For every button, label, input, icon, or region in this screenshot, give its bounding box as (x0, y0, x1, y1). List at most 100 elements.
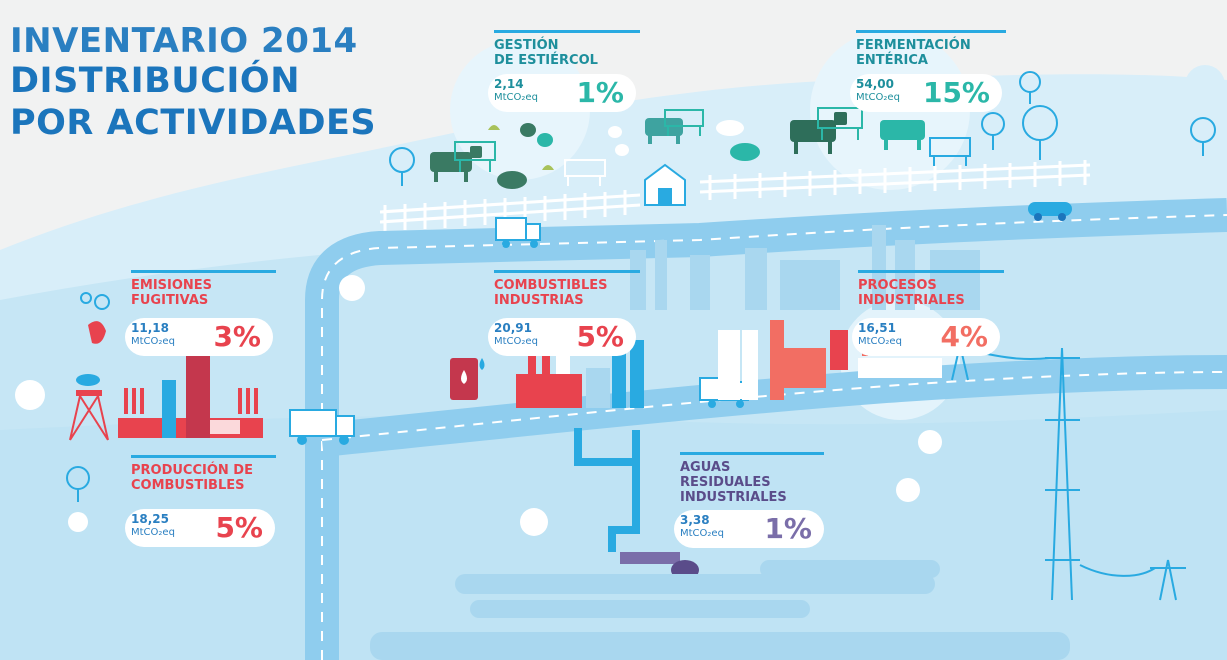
card-heading: COMBUSTIBLES INDUSTRIAS (494, 278, 608, 308)
card-combustibles-industrias: COMBUSTIBLES INDUSTRIAS 20,91 MtCO₂eq 5% (488, 270, 640, 356)
emission-value: 2,14 (494, 77, 524, 91)
card-heading: PRODUCCIÓN DE COMBUSTIBLES (131, 463, 253, 493)
emission-unit: MtCO₂eq (858, 336, 902, 347)
heading-line-2: FUGITIVAS (131, 293, 209, 308)
cow-icon-5 (790, 112, 847, 154)
tree-icon-5 (1185, 65, 1225, 105)
card-rule (131, 455, 276, 458)
value-pill: 20,91 MtCO₂eq 5% (488, 318, 636, 356)
factory-silhouettes (630, 225, 980, 310)
heading-line-3: INDUSTRIALES (680, 490, 787, 505)
card-heading: AGUAS RESIDUALES INDUSTRIALES (680, 460, 787, 505)
card-heading: GESTIÓN DE ESTIÉRCOL (494, 38, 598, 68)
truck-icon-1 (495, 217, 541, 248)
card-rule (131, 270, 276, 273)
heading-line-1: COMBUSTIBLES (494, 278, 608, 293)
heading-line-1: PROCESOS (858, 278, 937, 293)
share-percent: 4% (940, 320, 988, 353)
car-icon (1028, 202, 1072, 221)
heading-line-1: GESTIÓN (494, 38, 559, 53)
cow-icon-9 (564, 159, 606, 186)
tree-icon-13 (896, 478, 920, 502)
cow-icon-8 (929, 137, 971, 166)
tree-icon-1 (389, 147, 415, 186)
tree-icon-4 (981, 112, 1005, 150)
heading-line-2: ENTÉRICA (856, 53, 928, 68)
card-rule (494, 30, 640, 33)
tree-icon-7 (339, 275, 365, 301)
manure-icon-1 (488, 125, 500, 130)
cow-icon-7 (880, 120, 925, 150)
emission-unit: MtCO₂eq (494, 92, 538, 103)
pig-icon-1 (497, 171, 527, 189)
card-fermentacion-enterica: FERMENTACIÓN ENTÉRICA 54,00 MtCO₂eq 15% (850, 30, 1006, 112)
card-heading: FERMENTACIÓN ENTÉRICA (856, 38, 971, 68)
heading-line-1: AGUAS (680, 460, 731, 475)
chicken-icon-4 (615, 144, 629, 156)
emission-unit: MtCO₂eq (131, 336, 175, 347)
oil-derrick-icon (69, 374, 109, 441)
tree-icon-9 (66, 466, 90, 502)
card-heading: PROCESOS INDUSTRIALES (858, 278, 965, 308)
tree-icon-6 (1190, 117, 1216, 156)
tree-icon-11 (520, 508, 548, 536)
emission-value: 3,38 (680, 513, 710, 527)
share-percent: 5% (576, 320, 624, 353)
cow-icon-4 (664, 109, 704, 136)
card-rule (494, 270, 640, 273)
share-percent: 1% (764, 512, 812, 545)
cow-icon-2 (454, 141, 496, 172)
heading-line-2: INDUSTRIAS (494, 293, 584, 308)
fence-right (699, 160, 1091, 200)
card-emisiones-fugitivas: EMISIONES FUGITIVAS 11,18 MtCO₂eq 3% (125, 270, 276, 356)
chicken-icon-1 (520, 123, 536, 137)
emission-value: 16,51 (858, 321, 896, 335)
tree-icon-12 (918, 430, 942, 454)
emission-value: 18,25 (131, 512, 169, 526)
water-body (370, 560, 1070, 660)
card-aguas-residuales: AGUAS RESIDUALES INDUSTRIALES 3,38 MtCO₂… (674, 452, 824, 552)
tanker-truck-icon (289, 409, 355, 445)
cow-icon-6 (817, 107, 863, 140)
heading-line-2: INDUSTRIALES (858, 293, 965, 308)
value-pill: 18,25 MtCO₂eq 5% (125, 509, 275, 547)
pig-icon-3 (730, 143, 760, 161)
heading-line-1: PRODUCCIÓN DE (131, 463, 253, 478)
cement-plant-icon (718, 320, 942, 400)
water-pipes (574, 428, 640, 552)
barn-icon (644, 163, 686, 206)
road-network (305, 198, 1227, 660)
share-percent: 15% (922, 76, 990, 109)
emission-unit: MtCO₂eq (680, 528, 724, 539)
chicken-icon-3 (608, 126, 622, 138)
card-gestion-estiercol: GESTIÓN DE ESTIÉRCOL 2,14 MtCO₂eq 1% (488, 30, 640, 112)
tree-icon-2 (1019, 71, 1041, 104)
card-rule (680, 452, 824, 455)
card-procesos-industriales: PROCESOS INDUSTRIALES 16,51 MtCO₂eq 4% (852, 270, 1004, 356)
card-rule (858, 270, 1004, 273)
heading-line-2: RESIDUALES (680, 475, 771, 490)
emission-unit: MtCO₂eq (494, 336, 538, 347)
card-produccion-combustibles: PRODUCCIÓN DE COMBUSTIBLES 18,25 MtCO₂eq… (125, 455, 276, 550)
industry-factory-icon (516, 340, 644, 408)
heading-line-2: COMBUSTIBLES (131, 478, 245, 493)
card-rule (856, 30, 1006, 33)
emission-value: 20,91 (494, 321, 532, 335)
tree-icon-10 (68, 512, 88, 532)
tree-icon-8 (15, 380, 45, 410)
emission-value: 54,00 (856, 77, 894, 91)
pig-icon-2 (716, 120, 744, 136)
value-pill: 11,18 MtCO₂eq 3% (125, 318, 273, 356)
value-pill: 16,51 MtCO₂eq 4% (852, 318, 1000, 356)
gas-leak-icon (80, 292, 110, 344)
value-pill: 2,14 MtCO₂eq 1% (488, 74, 636, 112)
emission-unit: MtCO₂eq (856, 92, 900, 103)
emission-unit: MtCO₂eq (131, 527, 175, 538)
title-line-1: INVENTARIO 2014 (10, 21, 358, 61)
cow-icon-1 (430, 146, 482, 182)
tree-icon-3 (1022, 105, 1058, 160)
heading-line-2: DE ESTIÉRCOL (494, 53, 598, 68)
title-line-3: POR ACTIVIDADES (10, 103, 377, 143)
